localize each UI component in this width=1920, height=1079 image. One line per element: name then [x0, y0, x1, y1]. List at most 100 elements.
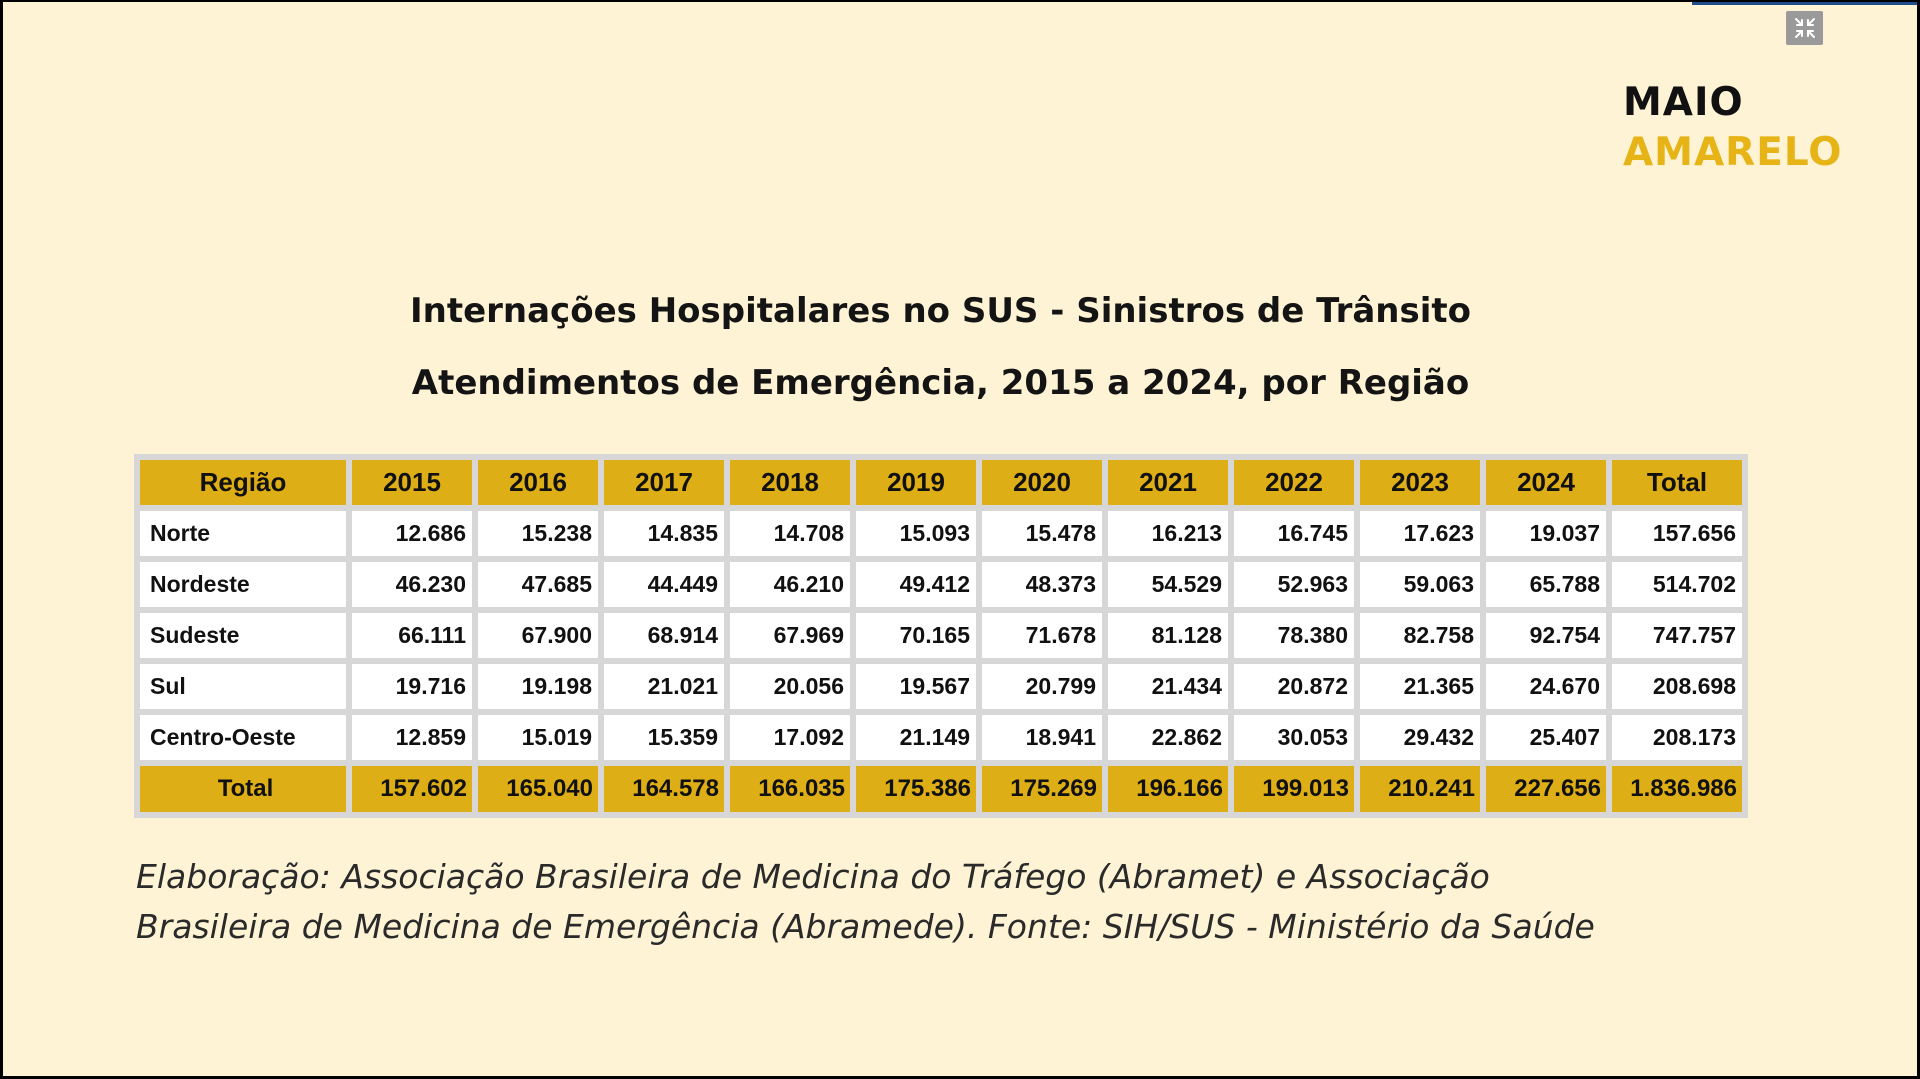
- region-cell: Sudeste: [140, 612, 346, 658]
- value-cell: 82.758: [1360, 612, 1480, 658]
- table-row: Norte 12.686 15.238 14.835 14.708 15.093 15.47…: [140, 511, 1742, 556]
- value-cell: 12.686: [352, 511, 472, 556]
- page-subtitle: Atendimentos de Emergência, 2015 a 2024,…: [411, 363, 1470, 403]
- column-header: 2018: [730, 460, 850, 505]
- value-cell: 52.963: [1234, 561, 1354, 607]
- value-cell: 17.623: [1360, 511, 1480, 556]
- value-cell: 15.093: [856, 511, 976, 556]
- page-title: Internações Hospitalares no SUS - Sinist…: [409, 291, 1472, 331]
- value-cell: 19.037: [1486, 511, 1606, 556]
- total-value-cell: 166.035: [730, 765, 850, 812]
- value-cell: 12.859: [352, 714, 472, 760]
- top-accent-line: [1692, 2, 1917, 5]
- caption-line-1: Elaboração: Associação Brasileira de Med…: [136, 857, 1490, 896]
- value-cell: 29.432: [1360, 714, 1480, 760]
- total-value-cell: 227.656: [1486, 765, 1606, 812]
- table-row: Sul 19.716 19.198 21.021 20.056 19.567 20.799 2…: [140, 663, 1742, 709]
- value-cell: 157.656: [1612, 511, 1742, 556]
- total-value-cell: 175.269: [982, 765, 1102, 812]
- value-cell: 46.210: [730, 561, 850, 607]
- maio-amarelo-logo: MAIO AMARELO: [1623, 78, 1842, 178]
- region-cell: Norte: [140, 511, 346, 556]
- column-header: 2024: [1486, 460, 1606, 505]
- table-row: Sudeste 66.111 67.900 68.914 67.969 70.165 71.…: [140, 612, 1742, 658]
- exit-fullscreen-button[interactable]: [1786, 11, 1823, 45]
- total-value-cell: 196.166: [1108, 765, 1228, 812]
- logo-line-2: AMARELO: [1623, 130, 1843, 175]
- total-value-cell: 199.013: [1234, 765, 1354, 812]
- total-value-cell: 164.578: [604, 765, 724, 812]
- value-cell: 65.788: [1486, 561, 1606, 607]
- value-cell: 17.092: [730, 714, 850, 760]
- value-cell: 16.745: [1234, 511, 1354, 556]
- column-header: 2015: [352, 460, 472, 505]
- value-cell: 46.230: [352, 561, 472, 607]
- value-cell: 92.754: [1486, 612, 1606, 658]
- total-row: Total 157.602 165.040 164.578 166.035 175.386…: [140, 765, 1742, 812]
- source-caption: Elaboração: Associação Brasileira de Med…: [136, 852, 1696, 952]
- table-body: Norte 12.686 15.238 14.835 14.708 15.093 15.47…: [140, 511, 1742, 812]
- value-cell: 15.019: [478, 714, 598, 760]
- value-cell: 208.173: [1612, 714, 1742, 760]
- caption-line-2: Brasileira de Medicina de Emergência (Ab…: [136, 907, 1595, 946]
- value-cell: 66.111: [352, 612, 472, 658]
- value-cell: 747.757: [1612, 612, 1742, 658]
- value-cell: 44.449: [604, 561, 724, 607]
- column-header: Total: [1612, 460, 1742, 505]
- value-cell: 19.716: [352, 663, 472, 709]
- value-cell: 19.198: [478, 663, 598, 709]
- value-cell: 22.862: [1108, 714, 1228, 760]
- value-cell: 15.238: [478, 511, 598, 556]
- value-cell: 67.900: [478, 612, 598, 658]
- value-cell: 20.872: [1234, 663, 1354, 709]
- slide: MAIO AMARELO Internações Hospitalares no…: [3, 2, 1917, 1076]
- logo-line-1: MAIO: [1623, 80, 1744, 125]
- column-header: 2019: [856, 460, 976, 505]
- hospitalizations-table: Região 2015 2016 2017 2018 2019 2020 2021 2022 20…: [134, 454, 1748, 818]
- table-row: Centro-Oeste 12.859 15.019 15.359 17.092 21.1…: [140, 714, 1742, 760]
- value-cell: 15.359: [604, 714, 724, 760]
- value-cell: 514.702: [1612, 561, 1742, 607]
- value-cell: 59.063: [1360, 561, 1480, 607]
- value-cell: 49.412: [856, 561, 976, 607]
- column-header: 2021: [1108, 460, 1228, 505]
- total-value-cell: 165.040: [478, 765, 598, 812]
- value-cell: 70.165: [856, 612, 976, 658]
- value-cell: 18.941: [982, 714, 1102, 760]
- value-cell: 20.056: [730, 663, 850, 709]
- value-cell: 67.969: [730, 612, 850, 658]
- region-cell: Centro-Oeste: [140, 714, 346, 760]
- total-value-cell: 175.386: [856, 765, 976, 812]
- column-header-region: Região: [140, 460, 346, 505]
- value-cell: 25.407: [1486, 714, 1606, 760]
- column-header: 2022: [1234, 460, 1354, 505]
- value-cell: 16.213: [1108, 511, 1228, 556]
- value-cell: 21.434: [1108, 663, 1228, 709]
- region-cell: Nordeste: [140, 561, 346, 607]
- value-cell: 21.021: [604, 663, 724, 709]
- value-cell: 21.149: [856, 714, 976, 760]
- total-value-cell: 210.241: [1360, 765, 1480, 812]
- collapse-arrows-icon: [1794, 18, 1815, 38]
- value-cell: 24.670: [1486, 663, 1606, 709]
- title-block: Internações Hospitalares no SUS - Sinist…: [3, 286, 1878, 430]
- value-cell: 14.708: [730, 511, 850, 556]
- value-cell: 47.685: [478, 561, 598, 607]
- column-header: 2016: [478, 460, 598, 505]
- value-cell: 48.373: [982, 561, 1102, 607]
- total-value-cell: 157.602: [352, 765, 472, 812]
- value-cell: 21.365: [1360, 663, 1480, 709]
- region-cell: Sul: [140, 663, 346, 709]
- total-value-cell: 1.836.986: [1612, 765, 1742, 812]
- column-header: 2020: [982, 460, 1102, 505]
- value-cell: 30.053: [1234, 714, 1354, 760]
- value-cell: 15.478: [982, 511, 1102, 556]
- table-header-row: Região 2015 2016 2017 2018 2019 2020 2021 2022 20…: [140, 460, 1742, 505]
- value-cell: 19.567: [856, 663, 976, 709]
- value-cell: 68.914: [604, 612, 724, 658]
- column-header: 2023: [1360, 460, 1480, 505]
- value-cell: 54.529: [1108, 561, 1228, 607]
- column-header: 2017: [604, 460, 724, 505]
- total-label-cell: Total: [140, 765, 346, 812]
- value-cell: 20.799: [982, 663, 1102, 709]
